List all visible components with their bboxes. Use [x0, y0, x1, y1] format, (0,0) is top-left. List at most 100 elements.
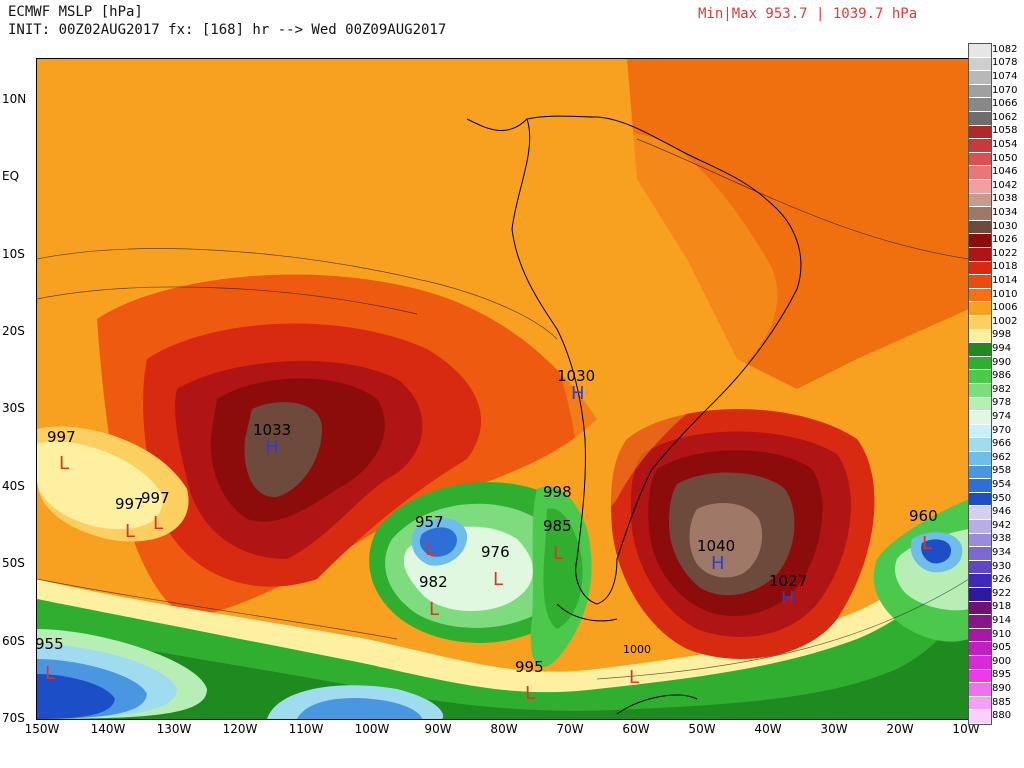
- colorbar-swatch: [969, 615, 991, 629]
- colorbar-level: 910: [992, 628, 1012, 640]
- lon-label: 90W: [424, 722, 452, 736]
- colorbar-swatch: [969, 574, 991, 588]
- colorbar-swatch: [969, 479, 991, 493]
- colorbar-level: 1006: [992, 302, 1018, 314]
- colorbar-swatch: [969, 384, 991, 398]
- colorbar-level: 1062: [992, 111, 1018, 123]
- lat-label: 50S: [2, 556, 25, 570]
- colorbar-level: 994: [992, 343, 1012, 354]
- lon-label: 80W: [490, 722, 518, 736]
- colorbar-swatch: [969, 329, 991, 344]
- colorbar-level: 946: [992, 506, 1012, 518]
- colorbar-level: 1014: [992, 275, 1018, 286]
- colorbar-level: 1074: [992, 71, 1018, 82]
- colorbar-swatch: [969, 411, 991, 425]
- colorbar-swatch: [969, 601, 991, 616]
- colorbar-swatch: [969, 152, 991, 167]
- colorbar-swatch: [969, 220, 991, 235]
- colorbar-level: 982: [992, 383, 1012, 395]
- colorbar-swatch: [969, 696, 991, 711]
- lon-label: 20W: [886, 722, 914, 736]
- colorbar-level: 1002: [992, 315, 1018, 327]
- colorbar-level: 918: [992, 601, 1012, 613]
- pressure-label: 997: [115, 495, 144, 513]
- pressure-label: 985: [543, 517, 572, 535]
- colorbar-swatch: [969, 397, 991, 412]
- pressure-label: 1030: [557, 367, 595, 385]
- lon-label: 50W: [688, 722, 716, 736]
- lon-label: 100W: [354, 722, 390, 736]
- low-marker: L: [153, 513, 163, 534]
- lon-label: 30W: [820, 722, 848, 736]
- lat-label: 70S: [2, 711, 25, 725]
- lat-label: 40S: [2, 479, 25, 493]
- low-marker: L: [629, 667, 639, 688]
- colorbar-swatch: [969, 261, 991, 276]
- lat-label: 10N: [2, 92, 27, 106]
- colorbar-level: 914: [992, 615, 1012, 626]
- colorbar-swatch: [969, 465, 991, 480]
- colorbar-level: 900: [992, 655, 1012, 667]
- colorbar-level: 954: [992, 479, 1012, 490]
- lon-label: 10W: [952, 722, 980, 736]
- colorbar-level: 1082: [992, 43, 1018, 55]
- colorbar-level: 905: [992, 642, 1012, 654]
- low-marker: L: [525, 683, 535, 704]
- colorbar-swatch: [969, 356, 991, 371]
- pressure-label: 1000: [623, 643, 651, 656]
- lon-label: 110W: [288, 722, 324, 736]
- colorbar-level: 1070: [992, 84, 1018, 96]
- colorbar-swatch: [969, 193, 991, 208]
- colorbar-swatch: [969, 560, 991, 575]
- lat-label: 60S: [2, 634, 25, 648]
- colorbar-level: 966: [992, 438, 1012, 450]
- lon-label: 130W: [156, 722, 192, 736]
- colorbar-level: 895: [992, 669, 1012, 681]
- low-marker: L: [553, 543, 563, 564]
- colorbar-level: 962: [992, 451, 1012, 463]
- colorbar-swatch: [969, 628, 991, 643]
- colorbar-level: 978: [992, 397, 1012, 409]
- colorbar-level: 974: [992, 411, 1012, 422]
- colorbar-level: 1042: [992, 179, 1018, 191]
- min-max-readout: Min|Max 953.7 | 1039.7 hPa: [698, 6, 918, 22]
- colorbar: [968, 43, 992, 725]
- colorbar-swatch: [969, 642, 991, 656]
- colorbar-swatch: [969, 547, 991, 561]
- colorbar-level: 1018: [992, 261, 1018, 273]
- colorbar-level: 1050: [992, 152, 1018, 164]
- colorbar-swatch: [969, 98, 991, 112]
- colorbar-swatch: [969, 139, 991, 153]
- colorbar-level: 986: [992, 370, 1012, 382]
- pressure-label: 997: [141, 489, 170, 507]
- colorbar-swatch: [969, 234, 991, 248]
- colorbar-swatch: [969, 506, 991, 520]
- colorbar-swatch: [969, 44, 991, 58]
- pressure-map: 1033 H 1030 H 1040 H 1027 H 997 L 997 L …: [36, 58, 970, 720]
- colorbar-level: 1030: [992, 220, 1018, 232]
- pressure-label: 997: [47, 428, 76, 446]
- colorbar-swatch: [969, 452, 991, 466]
- colorbar-swatch: [969, 125, 991, 140]
- colorbar-swatch: [969, 438, 991, 452]
- colorbar-swatch: [969, 424, 991, 439]
- pressure-label: 998: [543, 483, 572, 501]
- colorbar-swatch: [969, 288, 991, 303]
- init-info: INIT: 00Z02AUG2017 fx: [168] hr --> Wed …: [8, 22, 447, 38]
- high-marker: H: [265, 437, 279, 458]
- colorbar-swatch: [969, 71, 991, 85]
- colorbar-level: 1066: [992, 98, 1018, 110]
- pressure-label: 976: [481, 543, 510, 561]
- colorbar-level: 1034: [992, 207, 1018, 218]
- colorbar-level: 938: [992, 533, 1012, 545]
- high-marker: H: [571, 383, 585, 404]
- colorbar-level: 930: [992, 560, 1012, 572]
- colorbar-swatch: [969, 370, 991, 384]
- colorbar-level: 1022: [992, 247, 1018, 259]
- low-marker: L: [59, 453, 69, 474]
- colorbar-level: 1010: [992, 288, 1018, 300]
- low-marker: L: [125, 521, 135, 542]
- colorbar-swatch: [969, 588, 991, 602]
- colorbar-swatch: [969, 656, 991, 670]
- colorbar-swatch: [969, 302, 991, 316]
